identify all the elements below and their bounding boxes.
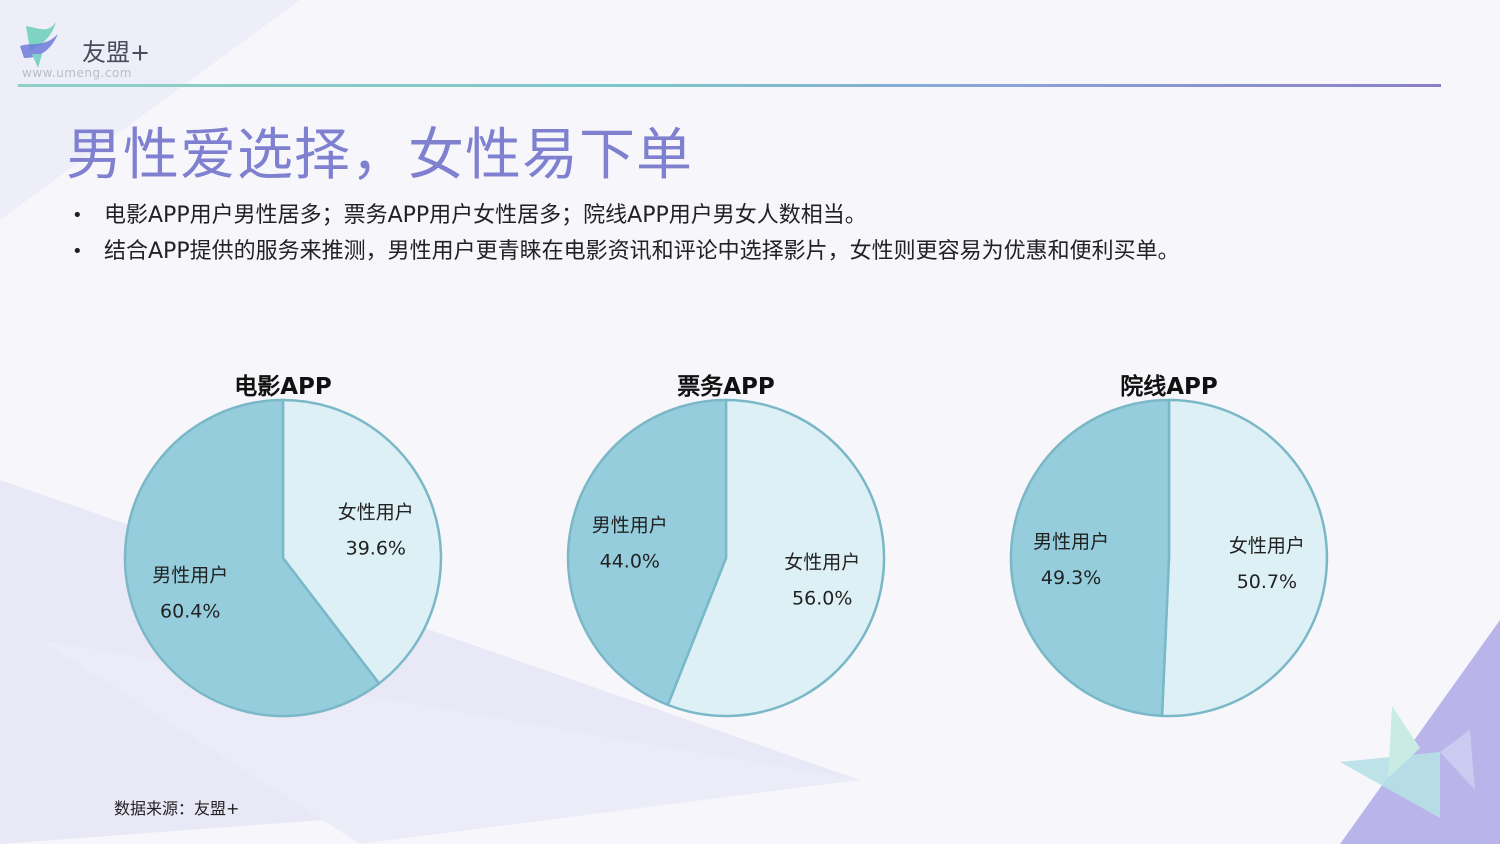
brand-name: 友盟+ [82,38,151,67]
pie-chart: 院线APP 女性用户 50.7% 男性用户 49.3% [1009,373,1329,718]
chart-title: 院线APP [1120,373,1218,400]
pie-slice [123,398,381,718]
slice-value-label: 50.7% [1237,571,1297,593]
slice-value-label: 49.3% [1041,567,1101,589]
pie-charts: 电影APP 女性用户 39.6% 男性用户 60.4% 票务APP 女性用户 56.0% 男性用… [123,373,1329,718]
pie-chart: 票务APP 女性用户 56.0% 男性用户 44.0% [566,374,886,718]
bullet-dot: • [72,205,83,226]
bird-logo-icon [20,22,58,68]
pie-slice [566,398,728,707]
bullet-text: 结合APP提供的服务来推测，男性用户更青睐在电影资讯和评论中选择影片，女性则更容… [104,239,1180,264]
bullet-item: • 电影APP用户男性居多；票务APP用户女性居多；院线APP用户男女人数相当。 [72,198,1472,234]
slice-label: 女性用户 [338,502,414,524]
bullet-dot: • [72,241,83,262]
chart-title: 票务APP [677,374,775,400]
slice-value-label: 56.0% [792,587,852,609]
slice-value-label: 39.6% [346,538,406,560]
page-title: 男性爱选择，女性易下单 [66,123,693,188]
pie-chart: 电影APP 女性用户 39.6% 男性用户 60.4% [123,374,443,718]
slice-value-label: 44.0% [600,551,660,573]
header-divider [18,84,1441,87]
slice-label: 男性用户 [592,515,668,537]
brand-url: www.umeng.com [22,66,132,80]
data-source: 数据来源：友盟+ [114,799,240,818]
slice-label: 女性用户 [784,551,860,573]
pie-slice [281,398,443,686]
pie-slice [1160,398,1329,718]
bullet-text: 电影APP用户男性居多；票务APP用户女性居多；院线APP用户男女人数相当。 [104,203,867,228]
chart-title: 电影APP [234,374,332,400]
pie-slice [666,398,886,718]
slice-label: 女性用户 [1229,535,1305,557]
slice-label: 男性用户 [152,564,228,586]
bullet-list: • 电影APP用户男性居多；票务APP用户女性居多；院线APP用户男女人数相当。… [72,198,1472,270]
slice-value-label: 60.4% [160,600,220,622]
slice-label: 男性用户 [1033,531,1109,553]
brand-logo: 友盟+ www.umeng.com [18,20,158,82]
pie-slice [1009,398,1171,718]
bullet-item: • 结合APP提供的服务来推测，男性用户更青睐在电影资讯和评论中选择影片，女性则… [72,234,1472,270]
